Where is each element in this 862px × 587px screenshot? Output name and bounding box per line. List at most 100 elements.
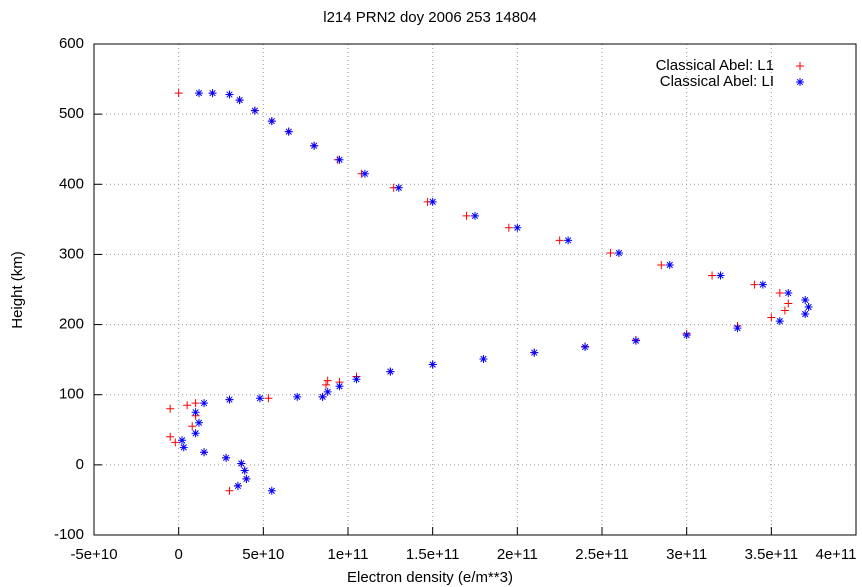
point: [174, 89, 183, 98]
point: [318, 392, 327, 401]
x-tick-label: 1e+11: [327, 546, 368, 563]
point: [428, 197, 437, 206]
point: [581, 343, 590, 352]
point: [235, 96, 244, 105]
point: [767, 313, 776, 322]
point: [323, 376, 332, 385]
x-tick-label: 3e+11: [666, 546, 707, 563]
y-tick-label: 200: [59, 316, 84, 333]
point: [716, 271, 725, 280]
legend-marker: [796, 78, 804, 86]
point: [513, 223, 522, 232]
point: [233, 481, 242, 490]
point: [225, 395, 234, 404]
y-tick-label: 400: [59, 175, 84, 192]
point: [191, 399, 200, 408]
point: [665, 260, 674, 269]
point: [194, 89, 203, 98]
y-tick-label: 300: [59, 245, 84, 262]
legend-label: Classical Abel: L1: [656, 57, 774, 74]
point: [564, 236, 573, 245]
point: [471, 211, 479, 220]
point: [293, 392, 302, 401]
legend-marker: [796, 62, 804, 70]
point: [631, 336, 640, 345]
point: [360, 169, 369, 178]
point: [267, 486, 276, 495]
point: [335, 382, 344, 391]
point: [255, 394, 264, 403]
y-tick-label: 500: [59, 105, 84, 122]
x-tick-label: 1.5e+11: [406, 546, 460, 563]
x-tick-label: 5e+10: [242, 546, 284, 563]
point: [225, 90, 234, 99]
x-tick-label: 2e+11: [497, 546, 538, 563]
y-tick-label: -100: [54, 526, 84, 543]
legend-label: Classical Abel: LI: [660, 73, 774, 90]
point: [335, 155, 344, 164]
point: [321, 380, 330, 389]
point: [222, 453, 231, 462]
point: [178, 436, 187, 445]
y-axis-label: Height (km): [9, 251, 26, 329]
x-tick-label: 3.5e+11: [745, 546, 799, 563]
point: [682, 331, 691, 340]
point: [386, 367, 395, 376]
x-tick-label: -5e+10: [70, 546, 117, 563]
point: [191, 429, 200, 438]
point: [555, 236, 564, 245]
point: [310, 141, 319, 150]
point: [462, 211, 471, 220]
point: [179, 443, 188, 452]
point: [657, 260, 666, 269]
point: [784, 289, 793, 298]
point: [208, 89, 217, 98]
point: [183, 401, 192, 410]
point: [530, 348, 539, 357]
point: [166, 404, 175, 413]
point: [804, 303, 813, 312]
chart-title: l214 PRN2 doy 2006 253 14804: [323, 9, 537, 26]
point: [352, 375, 361, 384]
point: [284, 127, 293, 136]
x-tick-label: 4e+11: [815, 546, 856, 563]
point: [801, 296, 810, 305]
point: [733, 324, 742, 333]
y-tick-label: 100: [59, 386, 84, 403]
point: [200, 399, 209, 408]
x-tick-label: 2.5e+11: [575, 546, 629, 563]
point: [240, 466, 249, 475]
point: [784, 299, 793, 308]
point: [200, 448, 209, 457]
point: [428, 360, 437, 369]
point: [801, 310, 810, 319]
x-tick-label: 0: [174, 546, 182, 563]
point: [780, 306, 789, 315]
point: [775, 317, 784, 326]
point: [191, 408, 200, 417]
point: [504, 223, 513, 232]
point: [267, 117, 276, 126]
point: [775, 289, 784, 298]
point: [225, 486, 234, 495]
point: [606, 249, 615, 258]
point: [758, 280, 767, 289]
point: [242, 474, 251, 483]
plot-frame: [93, 43, 857, 536]
point: [479, 354, 488, 363]
point: [171, 438, 180, 447]
point: [166, 432, 175, 441]
x-axis-label: Electron density (e/m**3): [347, 569, 513, 586]
point: [750, 280, 759, 289]
point: [264, 394, 273, 403]
y-tick-label: 0: [76, 456, 84, 473]
y-tick-label: 600: [59, 35, 84, 52]
point: [250, 106, 259, 115]
point: [188, 422, 197, 431]
point: [394, 183, 403, 192]
point: [323, 387, 332, 396]
point: [614, 249, 623, 258]
point: [237, 459, 246, 468]
point: [194, 418, 203, 427]
